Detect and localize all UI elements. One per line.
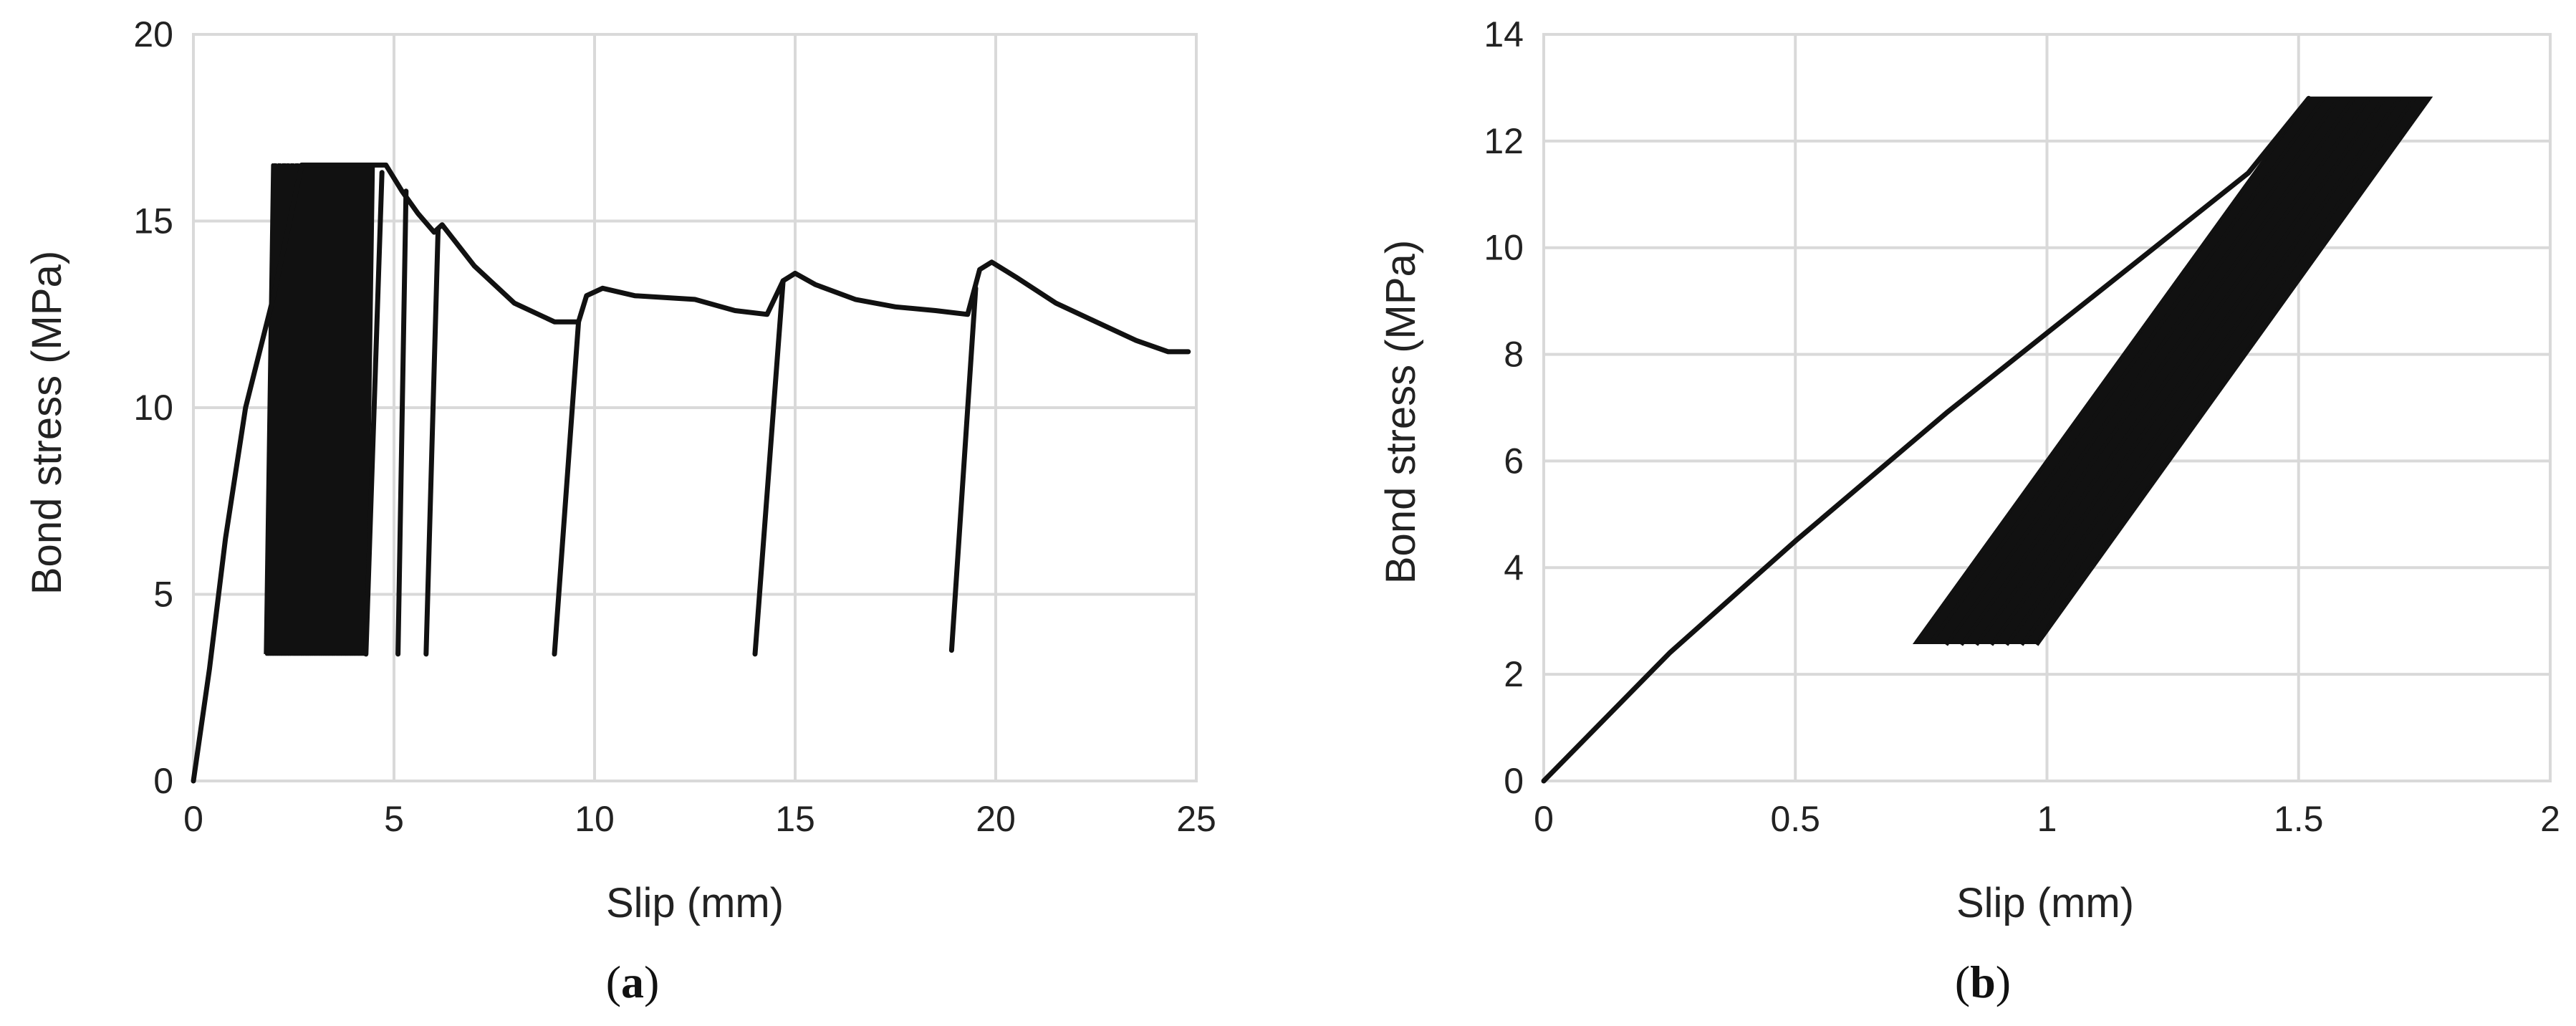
- y-tick-label: 10: [133, 388, 173, 428]
- x-tick-label: 1.5: [2274, 799, 2324, 839]
- reloading-branch: [948, 285, 979, 653]
- y-tick-label: 15: [133, 201, 173, 241]
- x-tick-label: 1: [2037, 799, 2057, 839]
- y-tick-label: 6: [1504, 441, 1524, 481]
- grid-b: [1542, 33, 2552, 782]
- plot-area-frame: [1542, 33, 2552, 782]
- y-tick-label: 0: [1504, 761, 1524, 801]
- chart-panel-b: 0 0.5 1 1.5 2 0 2 4 6 8 10 12 14 Slip (mm) Bond stre…: [1378, 14, 2560, 1007]
- panel-label-a-letter: a: [621, 957, 644, 1007]
- x-tick-label: 0: [183, 799, 203, 839]
- reloading-branch: [552, 319, 582, 657]
- chart-panel-a: 0 5 10 15 20 25 0 5 10 15 20 Slip (mm) Bond stress…: [24, 14, 1216, 1007]
- ticks-b: 0 0.5 1 1.5 2 0 2 4 6 8 10 12 14: [1484, 14, 2560, 839]
- x-tick-label: 0.5: [1770, 799, 1820, 839]
- ticks-a: 0 5 10 15 20 25 0 5 10 15 20: [133, 14, 1216, 839]
- reloading-branch: [752, 278, 786, 657]
- y-tick-label: 12: [1484, 121, 1524, 161]
- panel-label-b: (b): [1955, 957, 2011, 1007]
- y-tick-label: 20: [133, 14, 173, 54]
- x-axis-title-a: Slip (mm): [606, 880, 784, 926]
- panel-label-b-letter: b: [1970, 957, 1996, 1007]
- x-tick-label: 10: [575, 799, 615, 839]
- y-tick-label: 10: [1484, 228, 1524, 268]
- x-tick-label: 25: [1176, 799, 1216, 839]
- cycling-band-mark: [264, 163, 375, 656]
- series-envelope-line: [191, 162, 1191, 784]
- y-tick-label: 2: [1504, 654, 1524, 694]
- series-a: [191, 162, 1191, 784]
- cycling-band-edge: [1914, 97, 2431, 646]
- y-tick-label: 0: [153, 761, 173, 801]
- x-axis-title-b: Slip (mm): [1956, 880, 2134, 926]
- reloading-branch: [363, 170, 385, 657]
- y-tick-label: 5: [153, 575, 173, 615]
- x-tick-label: 20: [976, 799, 1016, 839]
- cycling-band-a: [264, 163, 375, 656]
- y-tick-label: 4: [1504, 547, 1524, 588]
- grid-a: [192, 33, 1198, 782]
- series-envelope-line: [1541, 95, 2312, 784]
- y-axis-title-a: Bond stress (MPa): [24, 251, 70, 595]
- x-tick-label: 0: [1534, 799, 1554, 839]
- plot-area-frame: [192, 33, 1198, 782]
- reloading-branch: [395, 188, 409, 657]
- y-axis-title-b: Bond stress (MPa): [1378, 240, 1424, 584]
- x-tick-label: 15: [775, 799, 815, 839]
- cycling-band-b: [1912, 96, 2433, 646]
- y-tick-label: 14: [1484, 14, 1524, 54]
- series-b: [1541, 95, 2312, 784]
- panel-label-a: (a): [606, 957, 660, 1007]
- x-tick-label: 5: [384, 799, 404, 839]
- reloading-branch: [423, 226, 441, 657]
- x-tick-label: 2: [2540, 799, 2560, 839]
- y-tick-label: 8: [1504, 335, 1524, 375]
